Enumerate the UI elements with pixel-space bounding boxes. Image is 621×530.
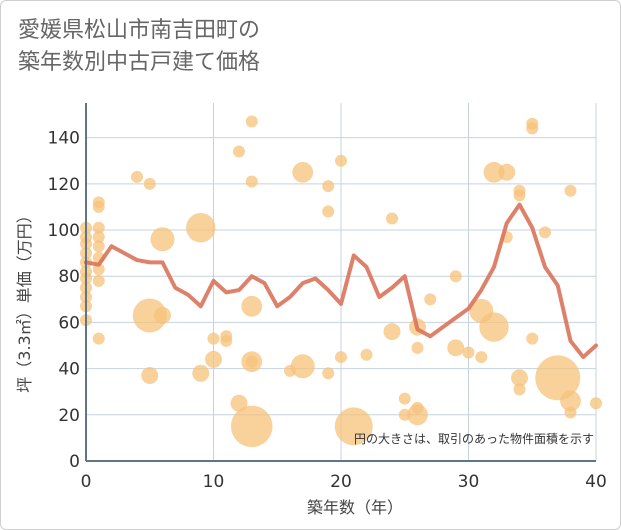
y-tick-label: 140	[48, 129, 80, 149]
trend-line-layer	[84, 202, 598, 360]
bubble-layer	[80, 115, 602, 448]
bubble-point	[513, 189, 526, 202]
x-tick-label: 0	[81, 472, 92, 492]
bubble-point	[132, 298, 167, 333]
bubble-point	[498, 163, 516, 181]
bubble-point	[398, 392, 411, 405]
bubble-point	[143, 177, 156, 190]
y-tick-label: 20	[58, 406, 80, 426]
bubble-point	[92, 230, 105, 243]
bubble-point	[141, 367, 159, 385]
bubble-point	[447, 339, 465, 357]
x-tick-label: 20	[330, 472, 352, 492]
bubble-point	[192, 364, 210, 382]
bubble-point	[560, 390, 581, 412]
bubble-point	[233, 145, 245, 158]
x-axis-label: 築年数（年）	[307, 498, 403, 517]
bubble-point	[220, 334, 233, 347]
bubble-point	[360, 348, 373, 361]
bubble-point	[564, 184, 577, 197]
bubble-point	[564, 406, 577, 419]
bubble-point	[92, 221, 105, 234]
bubble-point	[335, 351, 347, 364]
y-tick-label: 120	[48, 175, 80, 195]
bubble-point	[290, 354, 315, 379]
bubble-point	[511, 369, 528, 387]
bubble-point	[205, 350, 222, 368]
bubble-point	[154, 307, 171, 324]
y-tick-label: 60	[58, 313, 80, 333]
bubble-point	[230, 405, 273, 448]
y-tick-label: 40	[58, 360, 80, 380]
bubble-point	[590, 397, 602, 410]
bubble-point	[92, 240, 105, 253]
bubble-point	[411, 341, 424, 354]
bubble-point	[334, 407, 373, 446]
size-note: 円の大きさは、取引のあった物件面積を示す	[354, 431, 594, 446]
bubble-point	[462, 346, 475, 359]
bubble-point	[207, 332, 220, 345]
bubble-point	[292, 161, 314, 183]
x-tick-label: 10	[203, 472, 225, 492]
y-axis-label: 坪（3.3㎡）単価（万円）	[15, 207, 34, 392]
bubble-point	[526, 122, 539, 135]
bubble-point	[386, 212, 398, 225]
chart-title: 愛媛県松山市南吉田町の 築年数別中古戸建て価格	[18, 18, 261, 75]
bubble-point	[407, 404, 428, 426]
bubble-point	[322, 367, 335, 380]
bubble-point	[449, 270, 462, 283]
y-tick-label: 80	[58, 267, 80, 287]
x-tick-label: 30	[458, 472, 480, 492]
bubble-point	[245, 355, 258, 368]
bubble-point	[535, 355, 581, 401]
bubble-point	[92, 332, 105, 345]
bubble-point	[513, 383, 526, 396]
bubble-point	[186, 213, 216, 243]
bubble-point	[92, 274, 105, 287]
bubble-point	[92, 200, 105, 213]
bubble-point	[131, 170, 143, 183]
bubble-point	[335, 154, 347, 167]
bubble-point	[539, 226, 551, 239]
bubble-point	[475, 351, 488, 364]
bubble-point	[241, 295, 263, 317]
axes-layer	[85, 103, 596, 462]
bubble-point	[479, 312, 509, 342]
y-tick-label: 0	[69, 452, 80, 472]
bubble-point	[322, 205, 335, 218]
bubble-point	[245, 175, 258, 188]
bubble-point	[483, 161, 505, 183]
bubble-point	[424, 293, 437, 306]
bubble-point	[150, 227, 175, 252]
bubble-point	[245, 115, 258, 128]
y-tick-label: 100	[48, 221, 80, 241]
bubble-point	[383, 323, 401, 341]
average-price-line	[84, 202, 598, 360]
bubble-point	[92, 263, 105, 276]
bubble-point	[526, 332, 539, 345]
bubble-point	[322, 180, 335, 193]
x-tick-label: 40	[585, 472, 607, 492]
tick-labels: 0 10 20 30 40 0 20 40 60 80 100 120 140	[48, 129, 607, 492]
